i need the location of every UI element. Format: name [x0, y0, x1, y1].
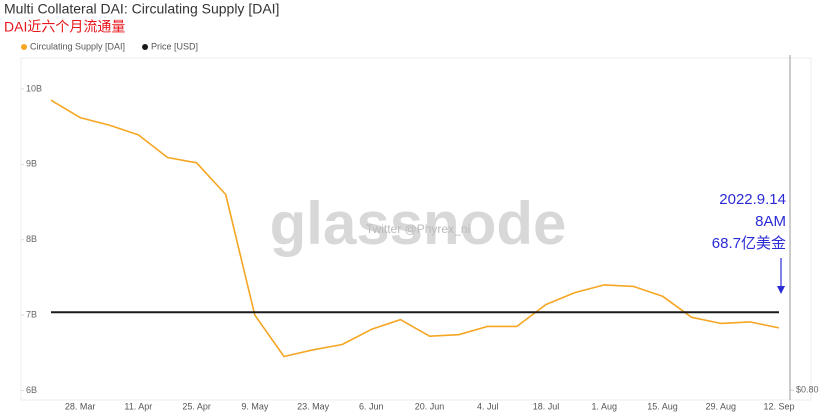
x-tick-label: 4. Jul: [477, 401, 499, 411]
annotation: 8AM: [755, 213, 786, 230]
annotation-arrowhead: [777, 286, 785, 294]
chart-subtitle: DAI近六个月流通量: [4, 19, 125, 35]
x-tick-label: 29. Aug: [705, 401, 736, 411]
y-tick-label: 9B: [26, 159, 37, 169]
annotation: 68.7亿美金: [712, 235, 786, 252]
x-tick-label: 9. May: [241, 401, 269, 411]
y2-tick-label: $0.80: [796, 385, 819, 395]
x-tick-label: 18. Jul: [533, 401, 560, 411]
legend-label: Price [USD]: [151, 41, 198, 51]
watermark-note: Twitter @Phyrex_ni: [366, 222, 470, 236]
x-tick-label: 25. Apr: [182, 401, 211, 411]
legend-marker: [21, 44, 27, 50]
legend-marker: [142, 44, 149, 50]
x-tick-label: 11. Apr: [124, 401, 152, 411]
legend-label: Circulating Supply [DAI]: [30, 41, 125, 51]
watermark: glassnode: [270, 190, 567, 257]
x-tick-label: 28. Mar: [65, 401, 96, 411]
x-tick-label: 23. May: [297, 401, 330, 411]
chart-title: Multi Collateral DAI: Circulating Supply…: [4, 1, 279, 17]
y-tick-label: 8B: [26, 234, 37, 244]
y-tick-label: 6B: [26, 385, 37, 395]
x-tick-label: 12. Sep: [763, 401, 794, 411]
annotation: 2022.9.14: [719, 191, 786, 208]
y-tick-label: 7B: [26, 309, 37, 319]
series-line: [50, 99, 780, 358]
x-tick-label: 6. Jun: [359, 401, 384, 411]
x-tick-label: 20. Jun: [415, 401, 445, 411]
x-tick-label: 15. Aug: [647, 401, 678, 411]
y-tick-label: 10B: [26, 83, 42, 93]
x-tick-label: 1. Aug: [592, 401, 618, 411]
plot-frame: [20, 57, 812, 401]
